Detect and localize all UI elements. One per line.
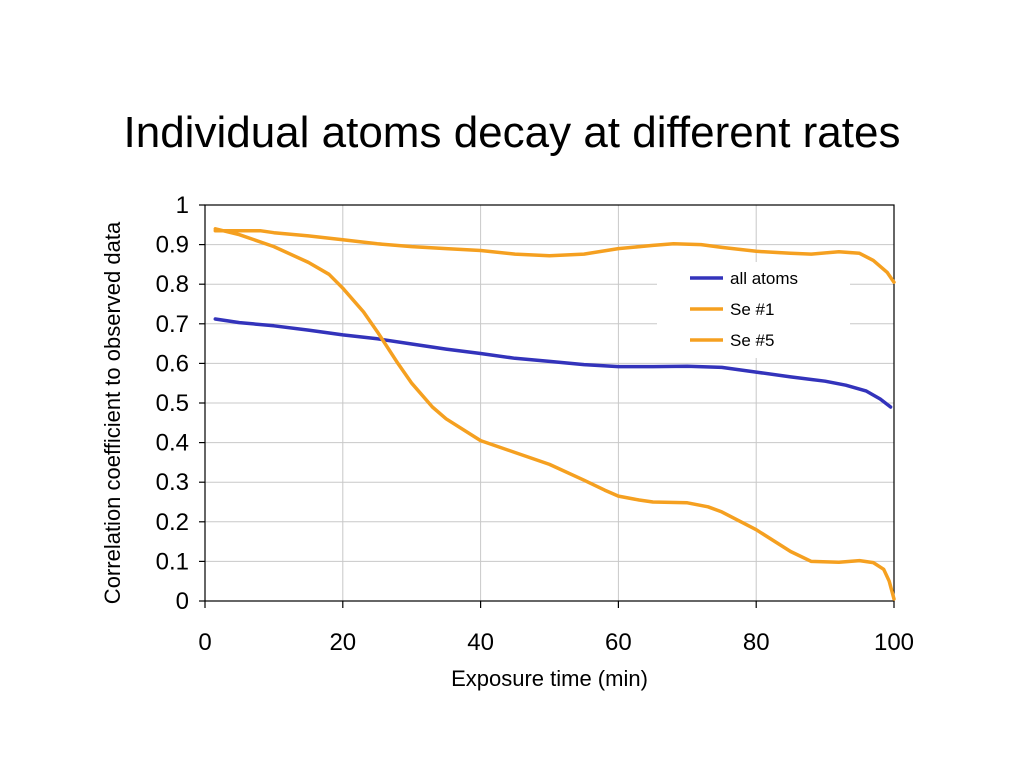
y-tick-label: 0.3 bbox=[156, 469, 189, 496]
y-tick-label: 0.4 bbox=[156, 430, 189, 457]
slide-title: Individual atoms decay at different rate… bbox=[123, 108, 901, 157]
legend-label: Se #5 bbox=[730, 331, 774, 350]
x-tick-label: 20 bbox=[329, 629, 356, 656]
y-tick-label: 0.2 bbox=[156, 509, 189, 536]
legend-label: Se #1 bbox=[730, 300, 774, 319]
legend-box bbox=[657, 262, 850, 358]
y-tick-label: 0.8 bbox=[156, 271, 189, 298]
series-line-3 bbox=[213, 227, 896, 601]
y-tick-label: 0.5 bbox=[156, 390, 189, 417]
y-tick-label: 1 bbox=[176, 192, 189, 219]
y-axis-title: Correlation coefficient to observed data bbox=[100, 221, 125, 604]
y-tick-label: 0.7 bbox=[156, 311, 189, 338]
chart-series bbox=[213, 227, 896, 601]
x-tick-label: 60 bbox=[605, 629, 632, 656]
x-tick-label: 40 bbox=[467, 629, 494, 656]
chart-legend: all atoms Se #1 Se #5 bbox=[657, 262, 850, 358]
series-line-1 bbox=[213, 317, 893, 409]
series-line-2 bbox=[213, 228, 896, 284]
y-tick-label: 0.1 bbox=[156, 548, 189, 575]
y-tick-label: 0 bbox=[176, 588, 189, 615]
x-tick-label: 80 bbox=[743, 629, 770, 656]
legend-label: all atoms bbox=[730, 269, 798, 288]
x-tick-label: 100 bbox=[874, 629, 914, 656]
y-tick-label: 0.9 bbox=[156, 232, 189, 259]
chart-axes: 0 0.1 0.2 0.3 0.4 0.5 0.6 0.7 0.8 0.9 1 0 20 40 60 80 10… bbox=[156, 192, 914, 656]
y-tick-label: 0.6 bbox=[156, 350, 189, 377]
x-tick-label: 0 bbox=[198, 629, 211, 656]
x-axis-title: Exposure time (min) bbox=[451, 666, 648, 691]
